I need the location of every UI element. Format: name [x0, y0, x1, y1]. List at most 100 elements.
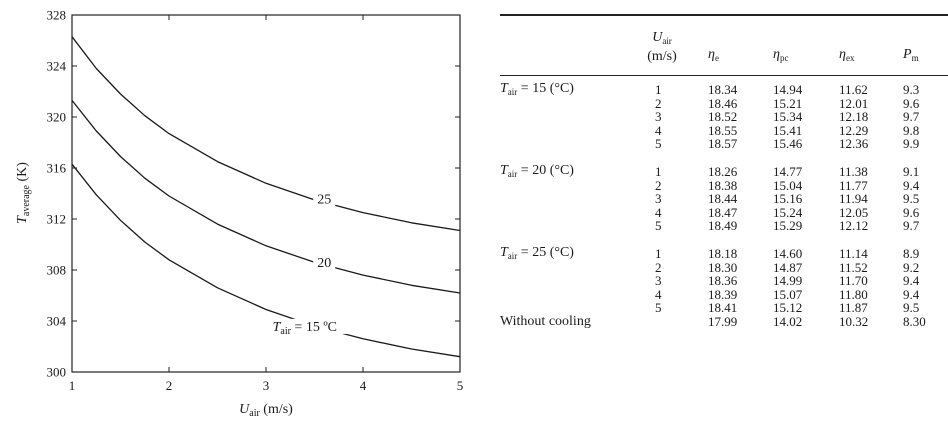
table-cell: 2 — [655, 177, 662, 193]
table-cell: 12.29 — [839, 122, 869, 138]
table-cell: 3 — [655, 109, 662, 125]
table-cell: 1 — [655, 82, 662, 97]
table-cell: 14.02 — [773, 314, 803, 329]
table-cell: 9.3 — [903, 82, 920, 97]
table-cell: 9.4 — [903, 177, 920, 193]
table-cell: 15.29 — [773, 218, 803, 234]
table-cell: 2 — [655, 95, 662, 111]
curve-label-bg — [313, 255, 336, 271]
y-tick-label: 308 — [47, 263, 67, 278]
y-tick-label: 316 — [47, 161, 67, 176]
without-cooling-label: Without cooling — [500, 314, 591, 329]
table-cell: 18.49 — [708, 218, 738, 234]
table-cell: 15.04 — [773, 177, 803, 193]
results-table: Uair (m/s) ηe ηpc ηex Pm Tair = 15 (°C) 1… — [500, 0, 948, 421]
table-cell: 8.9 — [903, 246, 920, 261]
y-axis-ticks: 300 304 308 312 316 320 324 328 — [47, 8, 460, 380]
table-cell: 12.01 — [839, 95, 869, 111]
table-cell: 9.8 — [903, 122, 920, 138]
table-cell: 15.12 — [773, 300, 803, 316]
table-cell: 18.55 — [708, 122, 738, 138]
table-cell: 14.99 — [773, 273, 803, 289]
table-cell: 11.77 — [839, 177, 868, 193]
table-cell: 4 — [655, 122, 662, 138]
table-cell: 11.70 — [839, 273, 868, 289]
table-cell: 14.87 — [773, 259, 803, 275]
x-tick-label: 4 — [360, 378, 367, 393]
table-cell: 8.30 — [903, 314, 926, 329]
table-cell: 18.46 — [708, 95, 738, 111]
table-cell: 18.18 — [708, 246, 738, 261]
table-cell: 15.21 — [773, 95, 803, 111]
y-tick-label: 304 — [47, 314, 67, 329]
curve-labels: 25 20 Tair = 15 ºC — [260, 191, 349, 337]
table-cell: 2 — [655, 259, 662, 275]
table-cell: 14.60 — [773, 246, 803, 261]
table-cell: 18.44 — [708, 191, 738, 207]
table-cell: 3 — [655, 273, 662, 289]
curve-label-2: Tair = 15 ºC — [273, 320, 337, 337]
table-cell: 12.12 — [839, 218, 869, 234]
y-tick-label: 300 — [47, 365, 67, 380]
curve-label-bg — [260, 318, 349, 334]
table-cell: 5 — [655, 136, 662, 152]
y-tick-label: 324 — [47, 59, 67, 74]
col-header-eta-e: ηe — [708, 47, 719, 63]
table-cell: 4 — [655, 204, 662, 220]
table-cell: 9.6 — [903, 95, 920, 111]
table-cell: 18.36 — [708, 273, 738, 289]
table-cell: 9.2 — [903, 259, 920, 275]
table-cell: 5 — [655, 300, 662, 316]
table-cell: 14.94 — [773, 82, 803, 97]
table-cell: 18.47 — [708, 204, 738, 220]
table-cell: 15.07 — [773, 286, 803, 302]
table-cell: 12.36 — [839, 136, 869, 152]
group-label-0: Tair = 15 (°C) — [500, 81, 574, 97]
table-cell: 18.34 — [708, 82, 738, 97]
table-cell: 11.14 — [839, 246, 868, 261]
table-cell: 18.30 — [708, 259, 738, 275]
col-header-eta-ex: ηex — [839, 47, 855, 63]
table-cell: 9.5 — [903, 300, 920, 316]
table-cell: 1 — [655, 164, 662, 179]
series-line-0 — [71, 36, 461, 232]
table-cell: 9.9 — [903, 136, 920, 152]
table-cell: 11.80 — [839, 286, 868, 302]
table-cell: 18.38 — [708, 177, 738, 193]
col-header-p: Pm — [903, 47, 919, 63]
table-cell: 12.05 — [839, 204, 869, 220]
table-cell: 11.94 — [839, 191, 868, 207]
x-tick-label: 5 — [457, 378, 464, 393]
group-label-2: Tair = 25 (°C) — [500, 245, 574, 261]
table-cell: 10.32 — [839, 314, 869, 329]
table-cell: 9.4 — [903, 286, 920, 302]
table-cell: 1 — [655, 246, 662, 261]
table-cell: 18.52 — [708, 109, 738, 125]
x-tick-label: 1 — [69, 378, 76, 393]
table-cell: 18.39 — [708, 286, 738, 302]
table-cell: 18.41 — [708, 300, 738, 316]
table-cell: 9.7 — [903, 109, 920, 125]
x-axis-ticks: 1 2 3 4 5 — [69, 15, 464, 393]
x-tick-label: 3 — [263, 378, 270, 393]
table-cell: 15.46 — [773, 136, 803, 152]
table-cell: 11.38 — [839, 164, 868, 179]
table-cell: 9.4 — [903, 273, 920, 289]
table-header-rule — [500, 75, 948, 76]
temperature-chart: 300 304 308 312 316 320 324 328 1 2 3 4 5 25 20 Tair … — [15, 8, 464, 420]
table-top-rule — [500, 14, 948, 16]
x-axis-title: Uair (m/s) — [239, 402, 293, 419]
table-cell: 17.99 — [708, 314, 738, 329]
x-tick-label: 2 — [166, 378, 173, 393]
series-lines — [71, 36, 461, 358]
y-tick-label: 312 — [47, 212, 67, 227]
y-tick-label: 328 — [47, 8, 67, 23]
table-cell: 11.52 — [839, 259, 868, 275]
y-tick-label: 320 — [47, 110, 67, 125]
curve-label-bg — [313, 191, 336, 207]
series-line-2 — [71, 163, 461, 358]
y-axis-title: Taverage (K) — [15, 162, 32, 224]
plot-frame — [71, 14, 461, 373]
col-header-eta-pc: ηpc — [773, 47, 789, 63]
table-cell: 4 — [655, 286, 662, 302]
